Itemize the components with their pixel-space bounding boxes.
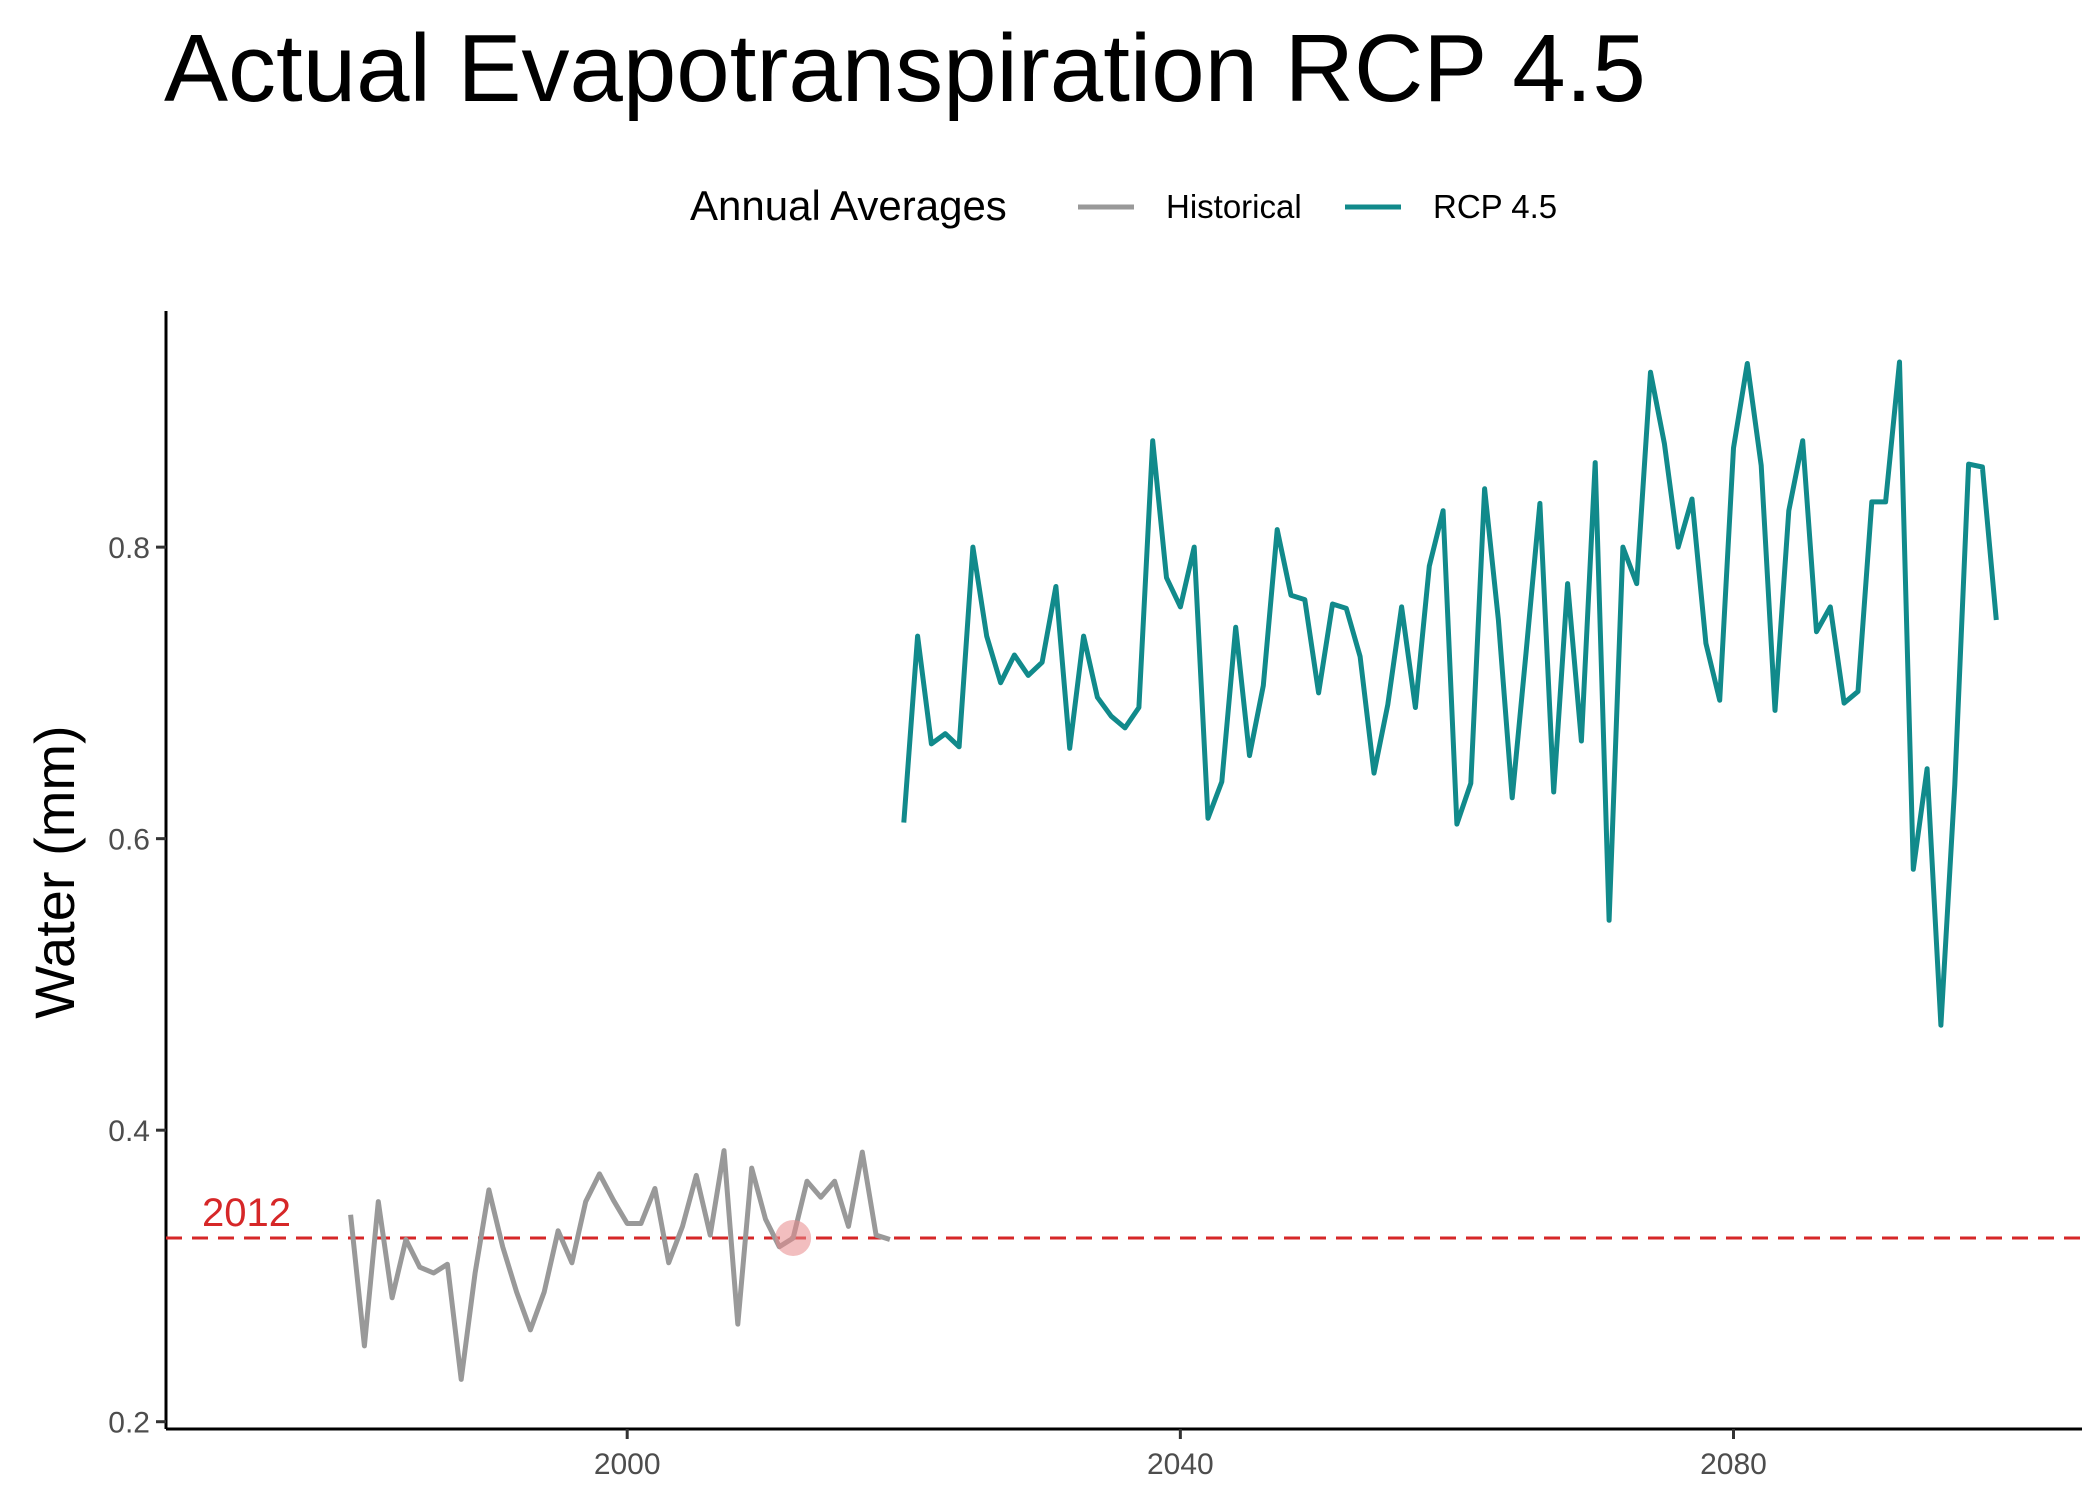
highlight-point <box>775 1220 812 1257</box>
legend-label: RCP 4.5 <box>1433 188 1557 225</box>
chart-title: Actual Evapotranspiration RCP 4.5 <box>164 15 1646 122</box>
legend-label: Historical <box>1166 188 1302 225</box>
y-tick-label: 0.4 <box>108 1115 150 1148</box>
x-tick-label: 2000 <box>594 1448 661 1481</box>
reference-label: 2012 <box>202 1191 291 1235</box>
data-line <box>901 359 1999 1028</box>
x-tick-label: 2080 <box>1700 1448 1767 1481</box>
x-tick-label: 2040 <box>1147 1448 1214 1481</box>
legend-title: Annual Averages <box>690 182 1007 229</box>
y-axis-title: Water (mm) <box>23 725 86 1018</box>
y-tick-label: 0.2 <box>108 1407 150 1440</box>
y-tick-label: 0.8 <box>108 532 150 565</box>
data-line <box>348 1148 891 1382</box>
y-tick-label: 0.6 <box>108 824 150 857</box>
